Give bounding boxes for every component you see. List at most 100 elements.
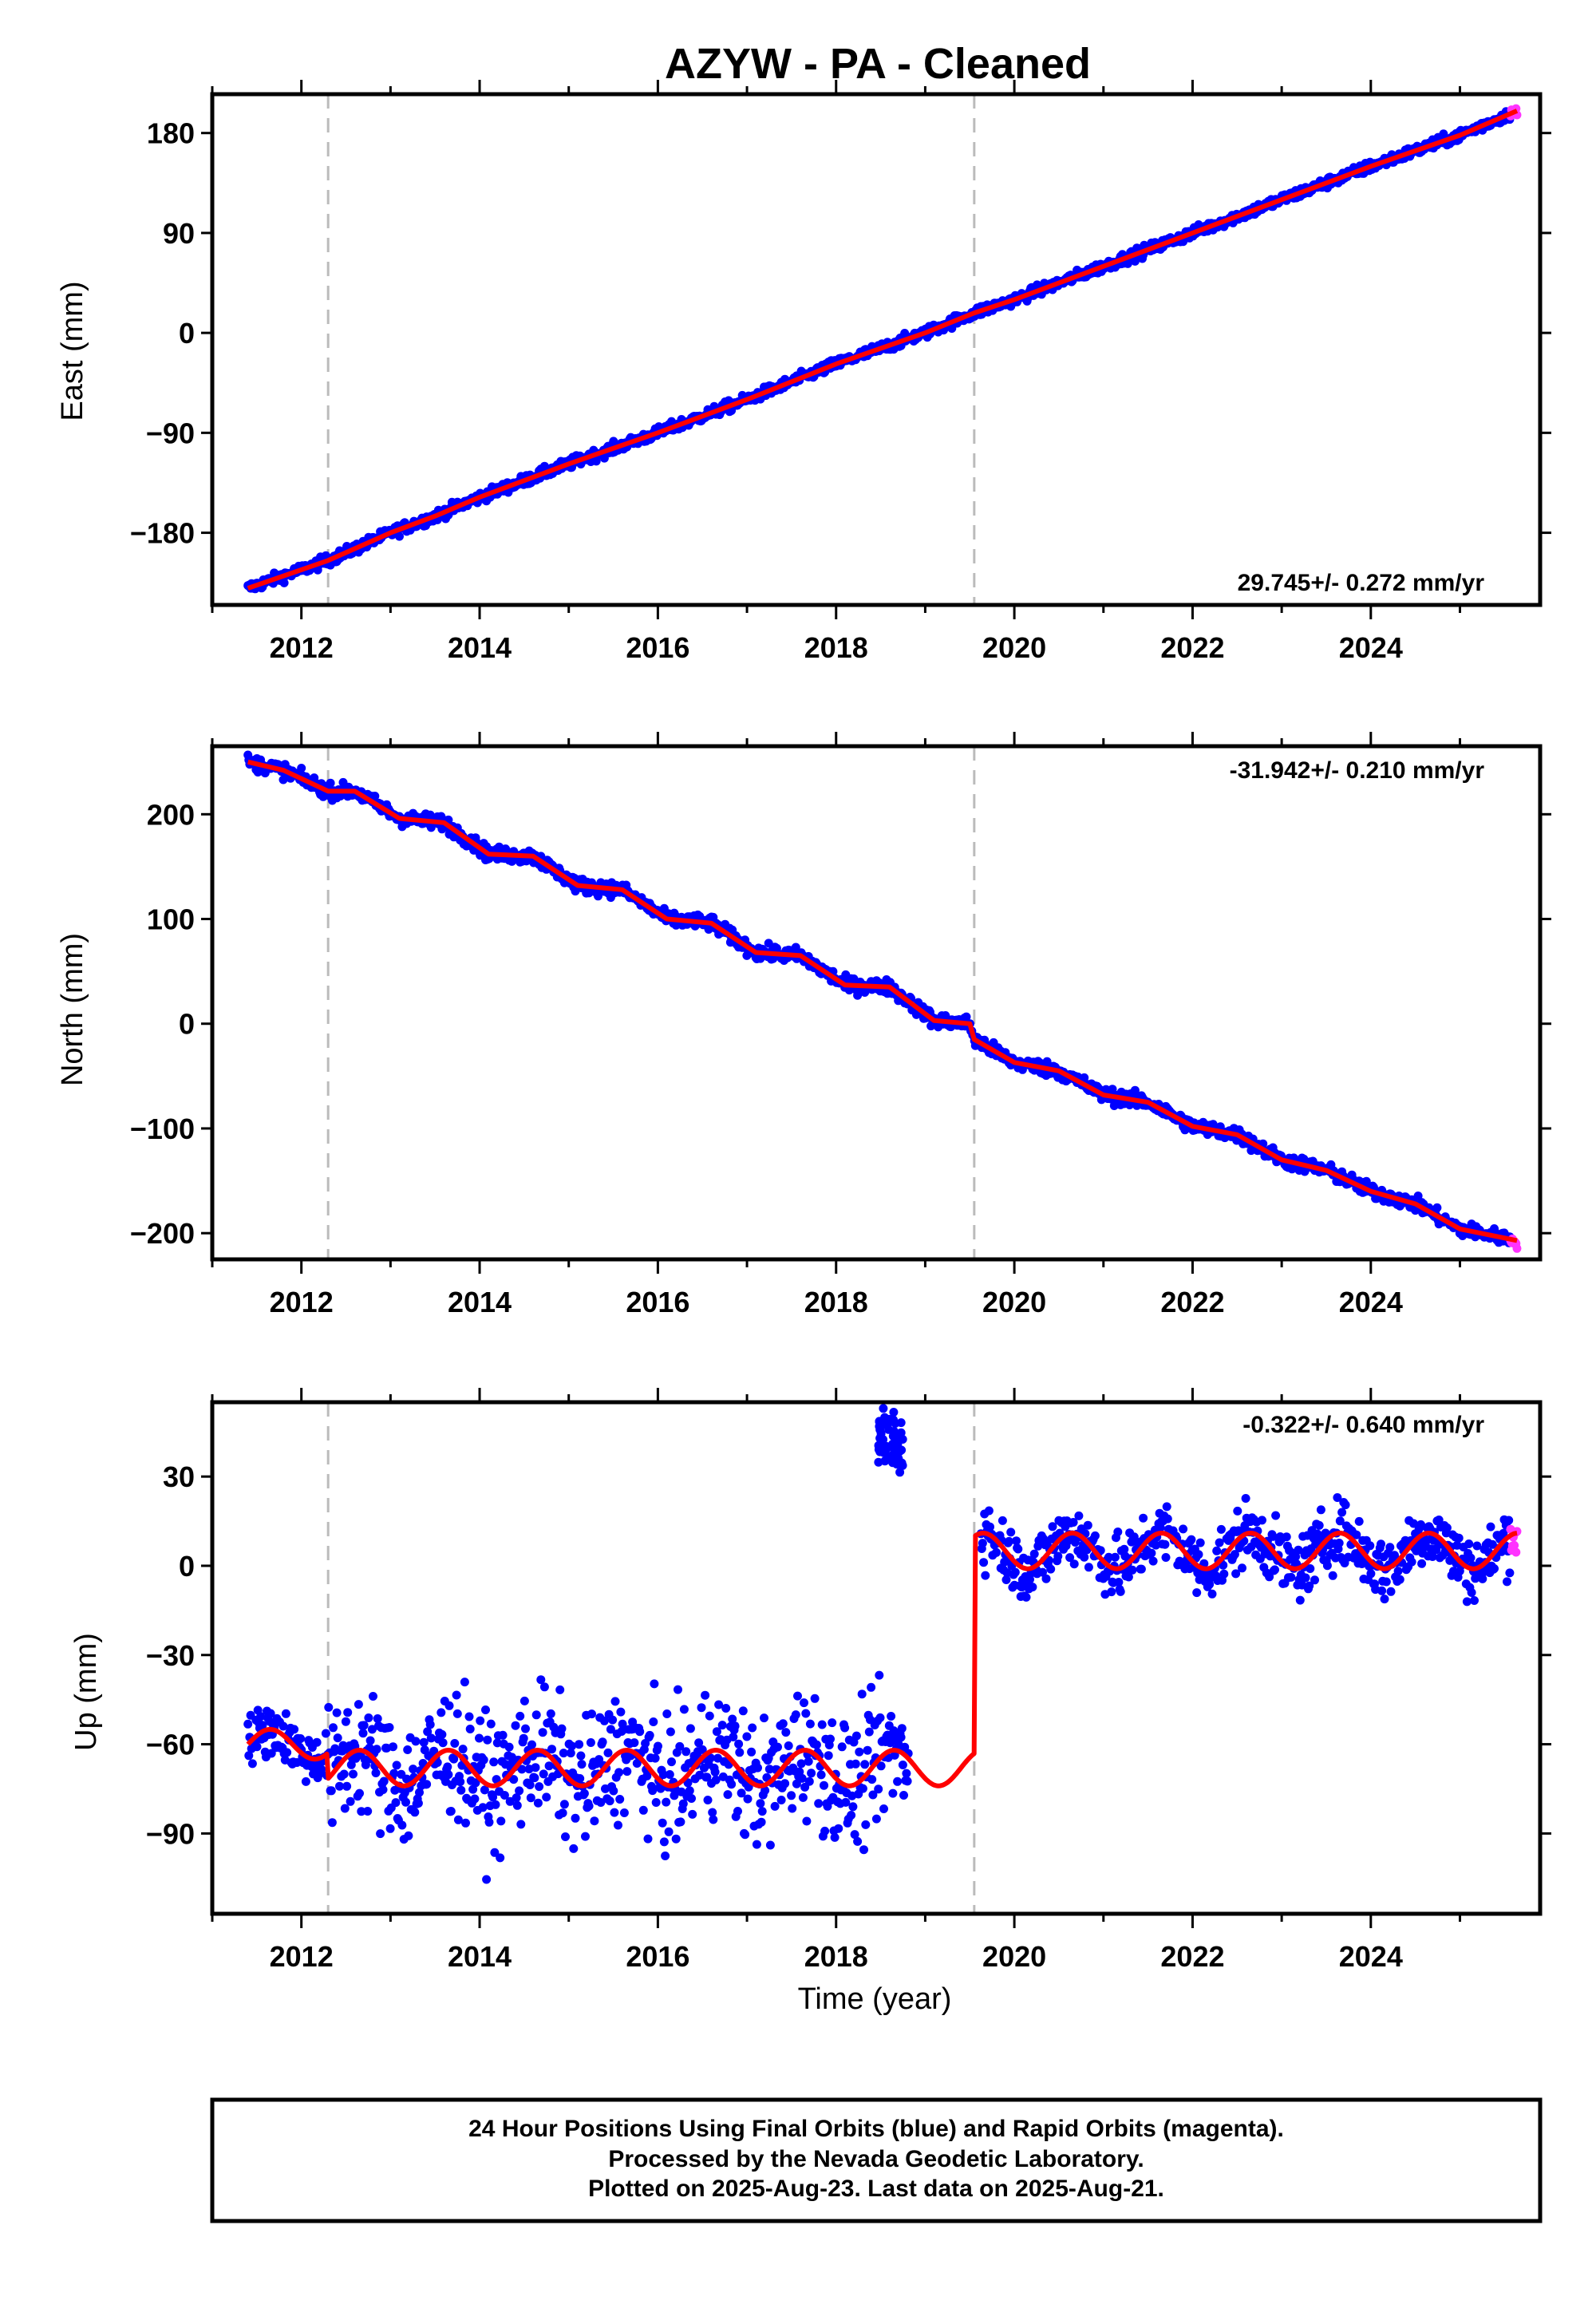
final-orbit-point xyxy=(458,1745,468,1754)
final-orbit-point xyxy=(880,1456,890,1466)
final-orbit-point xyxy=(521,1724,530,1733)
final-orbit-point xyxy=(1490,1564,1499,1573)
final-orbit-point xyxy=(475,1733,484,1743)
final-orbit-point xyxy=(787,1791,796,1800)
final-orbit-point xyxy=(509,1775,519,1784)
final-orbit-point xyxy=(1478,1574,1487,1583)
final-orbit-point xyxy=(848,1802,858,1812)
final-orbit-point xyxy=(879,1804,888,1813)
final-orbit-point xyxy=(986,1522,994,1531)
final-orbit-point xyxy=(425,1720,435,1729)
final-orbit-point xyxy=(984,1506,994,1516)
final-orbit-point xyxy=(333,1733,342,1743)
final-orbit-point xyxy=(1366,1569,1376,1579)
final-orbit-point xyxy=(773,1742,782,1752)
final-orbit-point xyxy=(760,1713,768,1723)
final-orbit-point xyxy=(1162,1502,1171,1512)
final-orbit-point xyxy=(326,778,335,788)
final-orbit-point xyxy=(1215,1538,1224,1547)
up-axis-label: Up (mm) xyxy=(69,1633,103,1751)
final-orbit-point xyxy=(370,792,380,800)
final-orbit-point xyxy=(326,1786,336,1796)
final-orbit-point xyxy=(1505,1568,1515,1578)
final-orbit-point xyxy=(764,939,773,948)
final-orbit-point xyxy=(1205,1579,1215,1589)
final-orbit-point xyxy=(1195,1538,1205,1547)
final-orbit-point xyxy=(1084,1563,1093,1572)
final-orbit-point xyxy=(343,1708,353,1717)
legend-box: 24 Hour Positions Using Final Orbits (bl… xyxy=(210,2097,1543,2223)
final-orbit-point xyxy=(981,1571,990,1580)
final-orbit-point xyxy=(675,1741,685,1751)
final-orbit-point xyxy=(1004,1536,1013,1546)
final-orbit-point xyxy=(1187,1535,1196,1544)
final-orbit-point xyxy=(449,1754,459,1764)
final-orbit-point xyxy=(733,1807,742,1816)
final-orbit-point xyxy=(903,1777,912,1786)
x-tick-label: 2018 xyxy=(804,1286,868,1318)
final-orbit-point xyxy=(1377,1539,1385,1549)
final-orbit-point xyxy=(879,1404,888,1413)
final-orbit-point xyxy=(1381,1577,1391,1587)
north-model-line xyxy=(247,759,1518,1243)
final-orbit-point xyxy=(1354,1516,1364,1526)
final-orbit-point xyxy=(1104,1552,1113,1562)
final-orbit-point xyxy=(504,1742,514,1752)
final-orbit-point xyxy=(358,1729,368,1738)
final-orbit-point xyxy=(658,1770,668,1780)
final-orbit-point xyxy=(539,1769,548,1779)
final-orbit-point xyxy=(341,1717,350,1726)
final-orbit-point xyxy=(456,1777,465,1787)
final-orbit-point xyxy=(332,1708,342,1717)
final-orbit-point xyxy=(711,1775,721,1784)
x-tick-label: 2012 xyxy=(270,631,334,664)
final-orbit-point xyxy=(558,1808,567,1818)
final-orbit-point xyxy=(884,1425,894,1434)
final-orbit-point xyxy=(709,1815,718,1824)
final-orbit-point xyxy=(1466,1553,1476,1563)
final-orbit-point xyxy=(896,1418,906,1428)
final-orbit-point xyxy=(579,1788,589,1798)
final-orbit-point xyxy=(841,1797,851,1807)
final-orbit-point xyxy=(728,1714,737,1724)
final-orbit-point xyxy=(795,1767,804,1777)
y-tick-label: −60 xyxy=(146,1729,195,1761)
up-panel: 30 0 −30 −60 −90 2012 2014 2016 2018 2020 2022 2024… xyxy=(69,1388,1551,1973)
final-orbit-point xyxy=(401,1797,410,1807)
x-tick-label: 2022 xyxy=(1160,631,1224,664)
final-orbit-point xyxy=(404,1831,413,1840)
final-orbit-point xyxy=(735,1748,745,1757)
final-orbit-point xyxy=(1432,1545,1441,1555)
y-tick-label: 180 xyxy=(147,117,195,150)
final-orbit-point xyxy=(899,1791,908,1800)
final-orbit-point xyxy=(1301,1573,1310,1583)
final-orbit-point xyxy=(1207,1589,1217,1599)
final-orbit-point xyxy=(649,1717,658,1726)
final-orbit-point xyxy=(1328,1571,1337,1580)
final-orbit-point xyxy=(544,1761,554,1771)
final-orbit-point xyxy=(301,1777,310,1786)
final-orbit-point xyxy=(491,1800,500,1809)
final-orbit-point xyxy=(587,1709,596,1719)
final-orbit-point xyxy=(824,1751,833,1761)
final-orbit-point xyxy=(1499,1528,1508,1538)
final-orbit-point xyxy=(860,1760,870,1769)
final-orbit-point xyxy=(1048,1522,1057,1531)
north-panel: 200 100 0 −100 −200 2012 2014 2016 2018 2020 2022 2… xyxy=(56,732,1551,1318)
final-orbit-point xyxy=(329,1723,338,1733)
final-orbit-point xyxy=(619,1808,629,1817)
final-orbit-point xyxy=(1428,1552,1437,1561)
final-orbit-point xyxy=(868,1790,878,1800)
final-orbit-point xyxy=(547,1745,556,1754)
final-orbit-point xyxy=(1238,1563,1246,1573)
final-orbit-point xyxy=(714,1700,724,1709)
final-orbit-point xyxy=(1110,1552,1120,1562)
final-orbit-point xyxy=(662,1709,672,1718)
final-orbit-point xyxy=(798,1792,808,1802)
final-orbit-point xyxy=(858,1784,867,1793)
final-orbit-point xyxy=(638,1805,648,1815)
east-plot-area: 180 90 0 −90 −180 2012 2014 2016 2018 2020 2022 202… xyxy=(130,80,1551,664)
final-orbit-point xyxy=(741,1830,750,1840)
final-orbit-point xyxy=(1053,1551,1063,1561)
final-orbit-point xyxy=(409,1765,418,1774)
